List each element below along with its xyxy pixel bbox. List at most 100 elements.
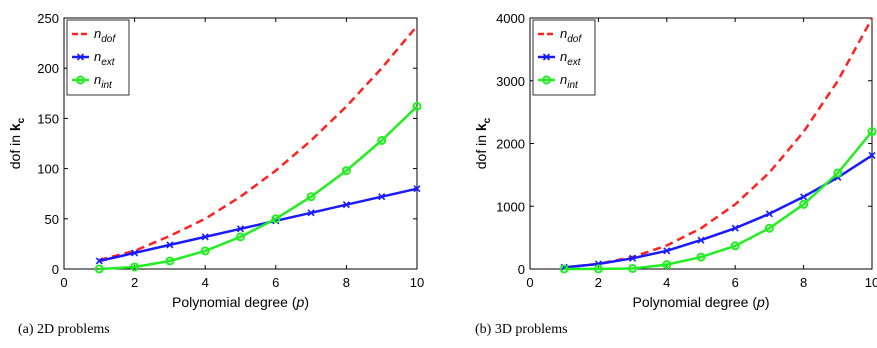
chart-3d-x-tick-label: 2 [595, 275, 602, 290]
chart-2d-legend-item-int-marker [76, 75, 85, 85]
chart-2d-y-tick-label: 200 [37, 61, 59, 76]
chart-2d-y-tick-label: 250 [37, 11, 59, 26]
chart-2d-series-ext-marker-stroke [413, 185, 421, 193]
chart-2d-series-int-point [377, 135, 387, 145]
chart-3d-legend: ndof next nint [532, 19, 596, 96]
chart-3d-y-tick-label: 3000 [496, 74, 525, 89]
chart-3d-series-int-point [593, 264, 603, 274]
chart-2d-series-int-point [306, 192, 316, 202]
chart-2d-series-int-point [94, 264, 104, 274]
chart-3d-series-ext-marker-stroke [800, 193, 808, 201]
chart-2d-y-axis-label: dof in kc [7, 117, 27, 169]
chart-3d-series-ext-point [629, 254, 637, 262]
chart-2d-legend-item-dof-label: ndof [94, 26, 116, 45]
chart-2d-series-ext-marker-stroke [131, 249, 139, 257]
chart-2d-y-tick-label: 0 [52, 262, 59, 277]
chart-3d-y-axis-label: dof in kc [473, 117, 493, 169]
chart-2d-series-int-point [200, 246, 210, 256]
chart-2d-y-tick-label: 100 [37, 162, 59, 177]
chart-3d-legend-item-ext-label: next [560, 49, 582, 68]
chart-3d-series-int-point [730, 241, 740, 251]
chart-3d-series-ext-point [731, 224, 739, 232]
chart-2d-legend-item-ext-label: next [94, 49, 116, 68]
chart-2d-legend-item-int-label: nint [94, 72, 113, 91]
chart-2d-plot-frame [63, 17, 418, 270]
chart-2d-series-int-point [165, 256, 175, 266]
chart-3d-x-tick-label: 0 [526, 275, 533, 290]
chart-2d-series-ext-point [201, 233, 209, 241]
chart-3d-y-tick-label: 2000 [496, 137, 525, 152]
chart-3d-series-ext-marker-stroke [697, 236, 705, 244]
chart-3d-series-int-point [764, 223, 774, 233]
chart-2d-x-tick-label: 4 [202, 275, 209, 290]
chart-2d-series-ext-point [95, 257, 103, 265]
chart-2d-series-ext-line [99, 187, 418, 263]
chart-3d-y-tick-label: 4000 [496, 11, 525, 26]
chart-2d-series-ext-point [166, 241, 174, 249]
chart-3d-series-ext-point [800, 193, 808, 201]
chart-2d-series-int-point [271, 214, 281, 224]
chart-3d-series-ext-point [663, 247, 671, 255]
chart-2d-x-axis-label: Polynomial degree (p) [172, 294, 309, 310]
chart-3d-series-int-point [799, 199, 809, 209]
chart-2d-x-tick-label: 0 [60, 275, 67, 290]
chart-2d-series-ext-point [131, 249, 139, 257]
chart-2d-y-tick-label: 50 [45, 212, 59, 227]
chart-2d-series-int-point [130, 262, 140, 272]
chart-2d-series-ext-marker-stroke [236, 225, 245, 233]
chart-2d-series-ext-point [307, 209, 315, 217]
chart-2d-series-ext-marker-stroke [307, 209, 315, 217]
chart-2d-series-int-line [99, 105, 418, 271]
chart-2d-series-int-point [412, 101, 422, 111]
chart-2d-series-ext-marker-stroke [378, 193, 386, 201]
chart-3d-series-ext-point [697, 236, 705, 244]
chart-3d-x-tick-label: 8 [800, 275, 807, 290]
chart-3d-series-int-point [833, 168, 843, 178]
chart-2d-series-ext-marker-stroke [342, 201, 350, 209]
caption-3d: (b) 3D problems [475, 322, 568, 337]
chart-2d-series-ext-marker-stroke [166, 241, 174, 249]
chart-2d-series-ext-point [342, 201, 350, 209]
chart-3d-x-tick-label: 4 [663, 275, 670, 290]
chart-2d-legend-item-ext-marker [76, 53, 85, 61]
chart-2d-series-ext-point [378, 193, 386, 201]
chart-3d-series-ext-marker-stroke [629, 254, 637, 262]
chart-2d-series-int-point [341, 166, 351, 176]
chart-2d-x-tick-label: 8 [343, 275, 350, 290]
chart-2d-y-tick-label: 150 [37, 111, 59, 126]
chart-3d-svg: 0 2 4 6 8 10 0 1000 2000 3000 4000 Polynomial degre… [473, 11, 877, 310]
chart-2d-series-ext-marker-stroke [95, 257, 103, 265]
chart-2d-x-tick-label: 6 [272, 275, 279, 290]
chart-3d-series-int-point [559, 264, 569, 274]
chart-2d-x-tick-label: 10 [410, 275, 424, 290]
chart-3d-x-tick-label: 10 [865, 275, 877, 290]
chart-2d-series-int-point [236, 232, 245, 242]
chart-2d: 0 2 4 6 8 10 0 50 100 150 200 250 Polynomial degree … [0, 0, 438, 348]
chart-3d-legend-item-dof-label: ndof [560, 26, 582, 45]
chart-3d-series-int-point [662, 260, 672, 270]
chart-3d-series-int-point [867, 127, 877, 137]
chart-3d-series-ext-marker-stroke [765, 210, 773, 218]
chart-3d-series-int-line [564, 130, 873, 271]
chart-2d-series-ext-point [236, 225, 245, 233]
chart-3d-x-axis-label: Polynomial degree (p) [633, 294, 770, 310]
caption-2d: (a) 2D problems [18, 322, 110, 337]
chart-3d-x-tick-label: 6 [732, 275, 739, 290]
chart-3d-series-dof-line [564, 17, 874, 269]
chart-3d-series-ext-marker-stroke [731, 224, 739, 232]
chart-2d-series-ext-point [413, 185, 421, 193]
chart-3d-y-tick-label: 1000 [496, 199, 525, 214]
chart-2d-series-ext-marker-stroke [201, 233, 209, 241]
chart-3d-legend-item-ext-marker [542, 53, 551, 61]
chart-3d-series-int-point [696, 252, 706, 262]
chart-3d: 0 2 4 6 8 10 0 1000 2000 3000 4000 Polynomial degre… [440, 0, 877, 348]
chart-2d-series-dof-line [98, 25, 418, 262]
chart-3d-legend-item-int-marker [542, 75, 551, 85]
chart-3d-series-ext-marker-stroke [868, 151, 876, 159]
chart-2d-legend: ndof next nint [66, 19, 130, 96]
chart-2d-x-tick-label: 2 [131, 275, 138, 290]
chart-3d-series-int-point [628, 263, 638, 273]
chart-3d-series-ext-point [868, 151, 876, 159]
chart-3d-y-tick-label: 0 [518, 262, 525, 277]
